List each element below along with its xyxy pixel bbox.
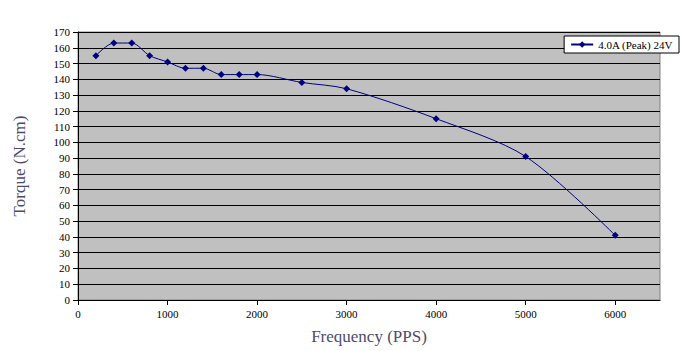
svg-text:4.0A (Peak) 24V: 4.0A (Peak) 24V [598,39,672,52]
svg-text:10: 10 [59,278,71,290]
svg-text:30: 30 [59,247,71,259]
svg-text:5000: 5000 [515,308,538,320]
svg-text:40: 40 [59,231,71,243]
svg-text:50: 50 [59,215,71,227]
svg-text:20: 20 [59,262,71,274]
svg-text:80: 80 [59,168,71,180]
svg-text:Frequency (PPS): Frequency (PPS) [311,327,427,346]
svg-text:60: 60 [59,199,71,211]
svg-text:100: 100 [54,136,71,148]
svg-text:160: 160 [54,42,71,54]
svg-text:140: 140 [54,73,71,85]
svg-text:3000: 3000 [336,308,359,320]
svg-text:170: 170 [54,26,71,38]
svg-text:1000: 1000 [157,308,180,320]
svg-text:120: 120 [54,105,71,117]
svg-text:90: 90 [59,152,71,164]
svg-text:Torque (N.cm): Torque (N.cm) [10,116,29,217]
svg-text:0: 0 [65,294,71,306]
svg-text:6000: 6000 [604,308,627,320]
svg-text:70: 70 [59,184,71,196]
svg-text:110: 110 [54,121,71,133]
svg-text:0: 0 [75,308,81,320]
svg-text:130: 130 [54,89,71,101]
svg-text:2000: 2000 [246,308,269,320]
svg-text:4000: 4000 [425,308,448,320]
svg-text:150: 150 [54,58,71,70]
